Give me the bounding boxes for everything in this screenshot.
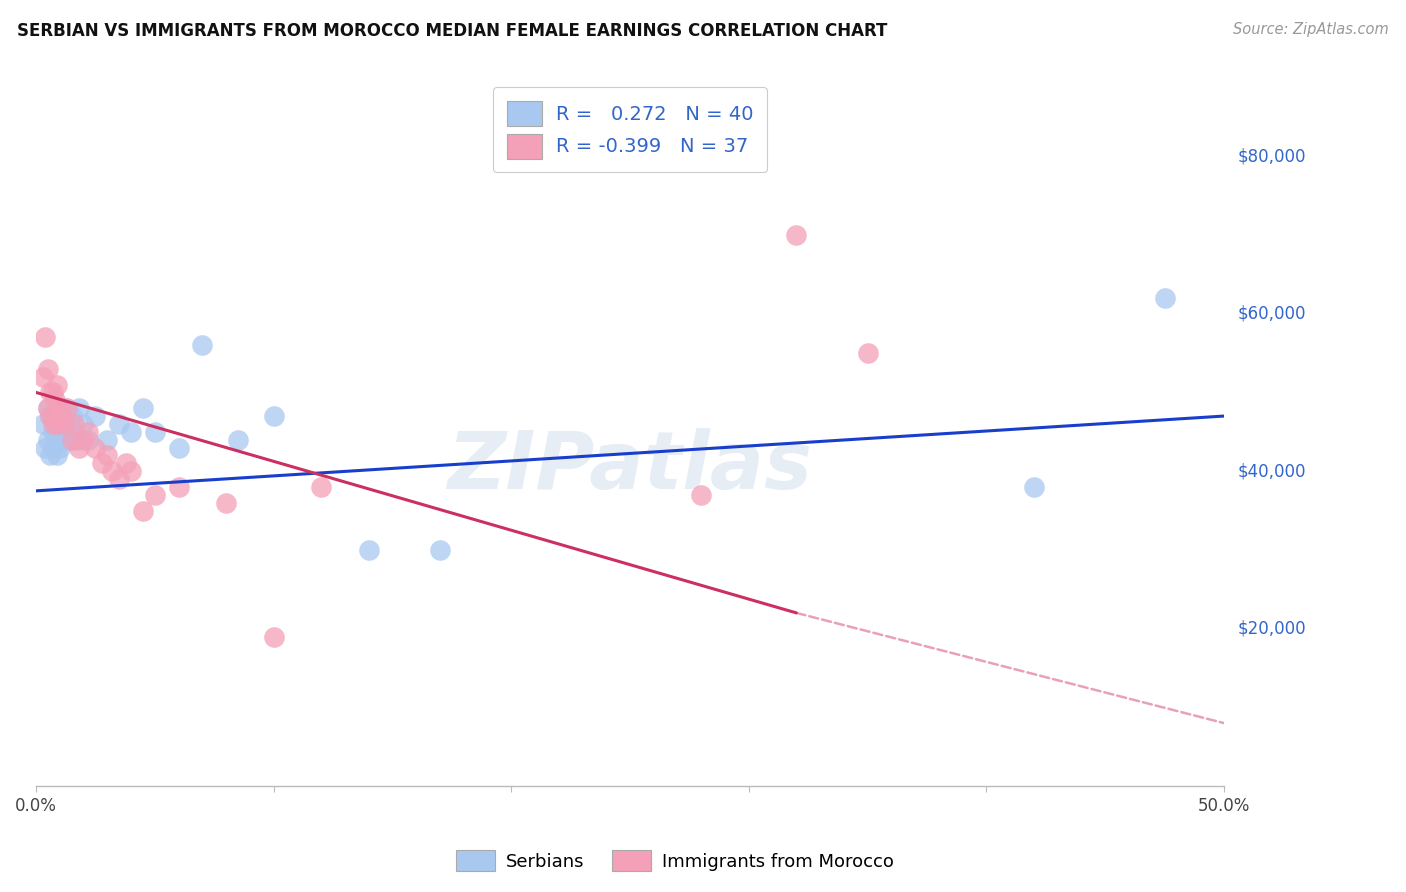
Point xyxy=(1153,291,1175,305)
Legend: Serbians, Immigrants from Morocco: Serbians, Immigrants from Morocco xyxy=(449,843,901,879)
Point xyxy=(37,401,59,416)
Point xyxy=(41,417,63,431)
Point xyxy=(77,425,100,439)
Legend: R =   0.272   N = 40, R = -0.399   N = 37: R = 0.272 N = 40, R = -0.399 N = 37 xyxy=(494,87,766,172)
Point xyxy=(115,456,138,470)
Point xyxy=(67,401,90,416)
Point xyxy=(357,542,380,557)
Point xyxy=(309,480,332,494)
Point xyxy=(72,417,94,431)
Point xyxy=(41,385,63,400)
Point xyxy=(41,425,63,439)
Text: $40,000: $40,000 xyxy=(1239,462,1306,480)
Point xyxy=(58,433,80,447)
Point xyxy=(44,393,66,408)
Text: SERBIAN VS IMMIGRANTS FROM MOROCCO MEDIAN FEMALE EARNINGS CORRELATION CHART: SERBIAN VS IMMIGRANTS FROM MOROCCO MEDIA… xyxy=(17,22,887,40)
Point xyxy=(51,433,73,447)
Point xyxy=(191,338,214,352)
Point xyxy=(226,433,249,447)
Point xyxy=(44,417,66,431)
Point xyxy=(48,401,70,416)
Point xyxy=(44,433,66,447)
Point xyxy=(46,401,69,416)
Point xyxy=(53,425,76,439)
Point xyxy=(34,330,56,344)
Point xyxy=(84,441,107,455)
Point xyxy=(60,409,83,423)
Point xyxy=(51,409,73,423)
Point xyxy=(32,369,55,384)
Point xyxy=(96,433,118,447)
Point xyxy=(53,401,76,416)
Point xyxy=(39,449,62,463)
Point xyxy=(39,385,62,400)
Point xyxy=(120,464,142,478)
Point xyxy=(215,496,238,510)
Point xyxy=(63,417,86,431)
Point xyxy=(51,409,73,423)
Text: ZIPatlas: ZIPatlas xyxy=(447,428,813,507)
Point xyxy=(167,480,190,494)
Point xyxy=(48,441,70,455)
Point xyxy=(46,449,69,463)
Point xyxy=(108,417,131,431)
Point xyxy=(41,441,63,455)
Point xyxy=(65,433,87,447)
Text: $80,000: $80,000 xyxy=(1239,147,1306,165)
Point xyxy=(96,449,118,463)
Point xyxy=(77,433,100,447)
Point xyxy=(48,417,70,431)
Point xyxy=(1022,480,1045,494)
Point xyxy=(32,417,55,431)
Point xyxy=(91,456,114,470)
Point xyxy=(132,401,155,416)
Point xyxy=(46,377,69,392)
Point xyxy=(67,441,90,455)
Point xyxy=(132,503,155,517)
Point xyxy=(263,630,285,644)
Point xyxy=(120,425,142,439)
Point xyxy=(37,433,59,447)
Point xyxy=(101,464,124,478)
Point xyxy=(856,346,879,360)
Text: Source: ZipAtlas.com: Source: ZipAtlas.com xyxy=(1233,22,1389,37)
Point xyxy=(56,417,79,431)
Point xyxy=(56,401,79,416)
Point xyxy=(53,417,76,431)
Point xyxy=(46,417,69,431)
Point xyxy=(39,409,62,423)
Point xyxy=(785,227,807,242)
Text: $60,000: $60,000 xyxy=(1239,305,1306,323)
Point xyxy=(429,542,451,557)
Point xyxy=(84,409,107,423)
Point xyxy=(37,361,59,376)
Text: $20,000: $20,000 xyxy=(1239,620,1306,638)
Point xyxy=(44,409,66,423)
Point xyxy=(37,401,59,416)
Point xyxy=(72,433,94,447)
Point xyxy=(690,488,713,502)
Point xyxy=(108,472,131,486)
Point xyxy=(60,433,83,447)
Point xyxy=(143,488,166,502)
Point xyxy=(167,441,190,455)
Point xyxy=(263,409,285,423)
Point xyxy=(34,441,56,455)
Point xyxy=(39,409,62,423)
Point xyxy=(63,425,86,439)
Point xyxy=(143,425,166,439)
